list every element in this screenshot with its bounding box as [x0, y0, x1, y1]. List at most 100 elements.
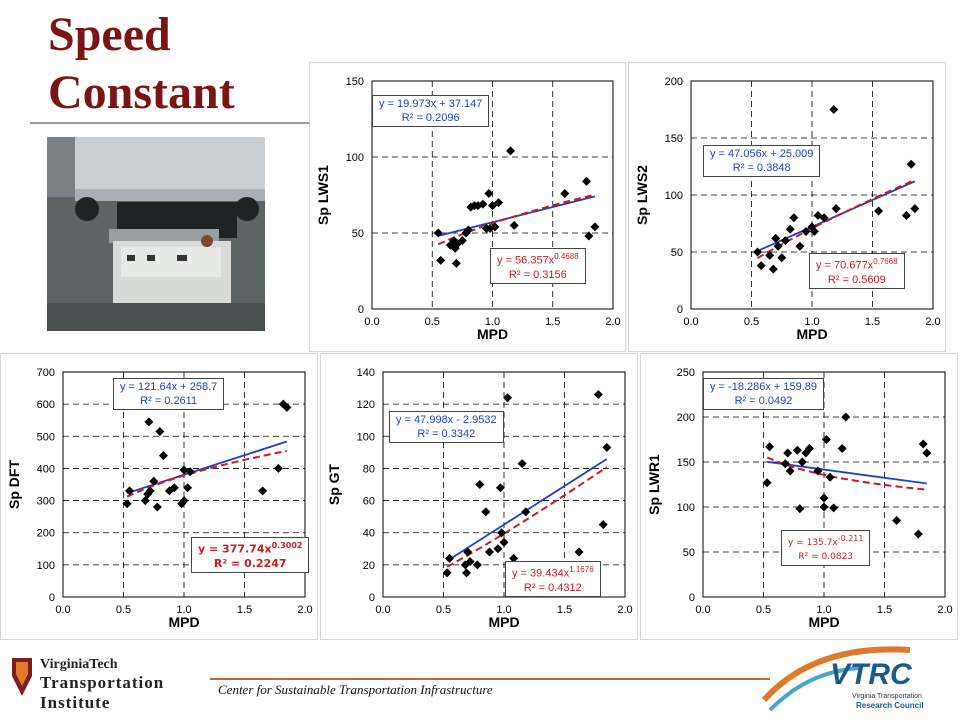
power-equation: y = 135.7x	[788, 538, 838, 548]
power-r2: R² = 0.2247	[213, 556, 287, 570]
linear-r2: R² = 0.3342	[417, 428, 476, 440]
data-point	[922, 448, 932, 458]
y-tick-label: 150	[665, 133, 683, 145]
data-point	[584, 231, 594, 241]
power-fit-label: y = 135.7x-0.211 R² = 0.0823	[781, 530, 871, 566]
x-tick-label: 1.0	[496, 604, 511, 616]
data-point	[797, 457, 807, 467]
data-point	[906, 159, 916, 169]
data-point	[602, 443, 612, 453]
data-point	[831, 204, 841, 214]
data-point	[780, 236, 790, 246]
linear-equation: y = 121.64x + 258.7	[120, 381, 218, 393]
data-point	[771, 233, 781, 243]
data-point	[765, 250, 775, 260]
data-point	[258, 486, 268, 496]
linear-fit-label: y = -18.286x + 159.89 R² = 0.0492	[703, 378, 825, 410]
data-point	[484, 188, 494, 198]
data-point	[785, 466, 795, 476]
data-point	[753, 247, 763, 257]
x-tick-label: 0.0	[683, 316, 698, 328]
data-point	[445, 240, 455, 250]
y-tick-label: 600	[37, 399, 55, 411]
linear-r2: R² = 0.2096	[401, 112, 460, 124]
data-point	[495, 483, 505, 493]
data-point	[490, 222, 500, 232]
linear-r2: R² = 0.2611	[140, 395, 198, 407]
x-axis-label: MPD	[796, 326, 827, 342]
data-point	[517, 459, 527, 469]
vtrc-name: VTRC	[830, 658, 913, 691]
x-tick-label: 2.0	[605, 316, 620, 328]
power-r2: R² = 0.3156	[508, 268, 567, 281]
linear-trendline	[767, 460, 927, 485]
x-tick-label: 1.0	[816, 604, 831, 616]
data-point	[481, 507, 491, 517]
power-exponent: 0.3002	[271, 541, 303, 550]
vtrc-logo: VTRC Virginia Transportation Research Co…	[760, 640, 955, 718]
data-point	[756, 261, 766, 271]
data-point	[488, 201, 497, 211]
y-tick-label: 50	[671, 247, 683, 259]
y-tick-label: 150	[346, 76, 364, 88]
x-tick-label: 1.0	[804, 316, 819, 328]
data-point	[144, 417, 154, 427]
x-tick-label: 0.5	[116, 604, 131, 616]
power-equation: y = 70.677x	[816, 259, 874, 272]
y-tick-label: 700	[37, 367, 55, 379]
linear-equation: y = 47.056x + 25.009	[710, 148, 814, 160]
data-point	[472, 560, 482, 570]
y-axis-label: Sp DFT	[6, 460, 22, 509]
x-tick-label: 1.0	[485, 316, 500, 328]
data-point	[185, 467, 195, 477]
data-point	[804, 444, 814, 453]
x-axis-label: MPD	[168, 614, 199, 630]
data-point	[819, 493, 829, 503]
power-exponent: -0.211	[837, 534, 864, 543]
y-tick-label: 200	[37, 528, 55, 540]
data-point	[122, 499, 132, 509]
data-point	[169, 483, 179, 493]
x-tick-label: 0.0	[364, 316, 379, 328]
data-point	[780, 459, 790, 469]
logo-line-2: Transportation	[40, 673, 164, 692]
data-point	[158, 451, 168, 461]
y-tick-label: 120	[357, 399, 375, 411]
data-point	[509, 553, 519, 563]
data-point	[494, 198, 504, 208]
data-point	[829, 503, 839, 513]
power-equation: y = 39.434x	[512, 567, 570, 580]
page-title: Speed Constant	[48, 6, 235, 122]
data-point	[282, 402, 292, 412]
data-point	[593, 390, 603, 399]
data-point	[825, 472, 835, 482]
data-point	[777, 253, 787, 263]
power-trendline	[766, 456, 927, 491]
data-point	[177, 499, 187, 509]
y-tick-label: 80	[363, 463, 375, 475]
y-tick-label: 0	[677, 304, 683, 316]
y-tick-label: 50	[352, 228, 364, 240]
data-point	[581, 176, 591, 186]
x-axis-label: MPD	[808, 614, 839, 630]
logo-line-1: VirginiaTech	[40, 657, 118, 672]
x-tick-label: 2.0	[617, 604, 632, 616]
data-point	[837, 444, 847, 453]
x-tick-label: 0.5	[756, 604, 771, 616]
chart-lws2: 0.0 0.5 1.0 1.5 2.0 0 50 100 150 200 MPD Sp LWS2 y …	[628, 62, 946, 352]
footer-caption: Center for Sustainable Transportation In…	[218, 682, 493, 697]
y-tick-label: 100	[665, 190, 683, 202]
x-tick-label: 1.0	[176, 604, 191, 616]
data-point	[521, 507, 531, 517]
y-axis-label: Sp GT	[326, 463, 342, 505]
y-tick-label: 60	[363, 496, 375, 508]
linear-r2: R² = 0.3848	[732, 162, 791, 174]
power-r2: R² = 0.0823	[798, 552, 854, 562]
data-point	[457, 236, 467, 246]
linear-fit-label: y = 19.973x + 37.147 R² = 0.2096	[372, 95, 490, 127]
data-point	[813, 466, 823, 476]
data-point	[795, 504, 805, 514]
data-point	[801, 226, 811, 236]
data-point	[792, 445, 802, 455]
x-tick-label: 0.5	[436, 604, 451, 616]
